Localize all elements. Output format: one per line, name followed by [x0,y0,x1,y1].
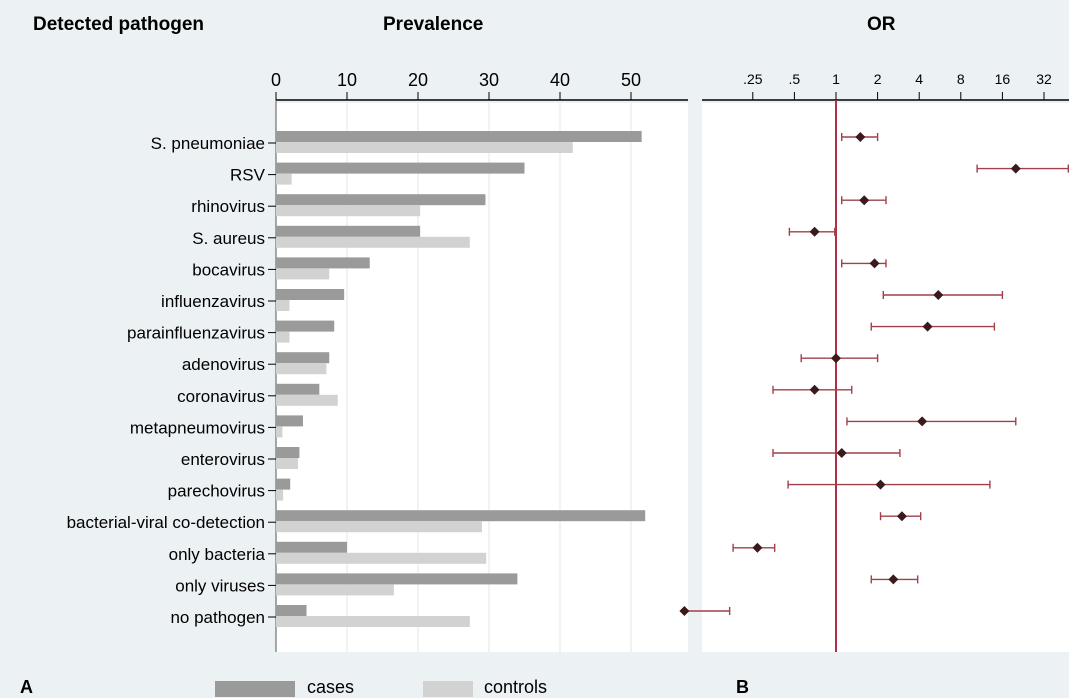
bar-controls [276,584,394,596]
bar-cases [276,162,525,174]
bar-cases [276,383,320,395]
or-point [933,290,944,300]
category-label: no pathogen [170,608,265,627]
category-label: S. pneumoniae [151,134,265,153]
bar-cases [276,225,421,237]
or-point [752,542,763,553]
or-tick-label: .5 [789,71,801,87]
category-label: parainfluenzavirus [127,324,265,343]
or-point [855,132,866,142]
or-point [896,511,907,522]
prevalence-tick-label: 0 [271,70,281,90]
or-point [679,606,690,616]
category-label: only viruses [175,576,265,595]
bar-cases [276,415,303,427]
category-label: S. aureus [192,229,265,248]
bar-cases [276,541,347,553]
category-label: rhinovirus [191,197,265,216]
bar-cases [276,510,646,522]
or-tick-label: 2 [874,71,882,87]
bar-controls [276,205,421,217]
or-point [917,416,928,427]
bar-controls [276,331,290,343]
legend-swatch-controls [423,681,473,697]
bar-cases [276,352,330,364]
or-point [869,258,880,269]
bar-controls [276,142,573,153]
bar-controls [276,300,290,311]
bar-cases [276,257,370,269]
or-point [922,321,933,332]
bar-cases [276,478,291,490]
bar-cases [276,131,642,142]
category-label: coronavirus [177,387,265,406]
category-label: metapneumovirus [130,418,265,437]
or-point [859,195,870,206]
bar-controls [276,521,482,533]
legend-label-controls: controls [484,677,548,697]
or-point [809,384,820,395]
category-label: influenzavirus [161,292,265,311]
category-label: enterovirus [181,450,265,469]
prevalence-plot-area [276,103,688,652]
or-point [831,353,841,364]
or-point [888,574,899,585]
or-point [809,226,820,237]
or-tick-label: 16 [995,71,1011,87]
bar-controls [276,426,283,438]
or-tick-label: 4 [915,71,923,87]
bar-controls [276,268,330,280]
prevalence-tick-label: 10 [337,70,357,90]
bar-cases [276,320,335,332]
or-point [1010,163,1021,174]
bar-controls [276,173,292,185]
prevalence-tick-label: 40 [550,70,570,90]
header-prevalence: Prevalence [383,14,484,35]
category-label: bocavirus [192,260,265,279]
legend-swatch-cases [215,681,295,697]
prevalence-tick-label: 50 [621,70,641,90]
bar-controls [276,236,470,248]
category-label: only bacteria [169,545,266,564]
category-label: adenovirus [182,355,265,374]
bar-controls [276,489,284,501]
bar-cases [276,447,300,458]
bar-cases [276,573,518,585]
or-plot-area [702,103,1069,652]
bar-cases [276,194,486,206]
category-label: parechovirus [168,482,265,501]
legend-label-cases: cases [307,677,355,697]
or-tick-label: 1 [832,71,840,87]
or-tick-label: 32 [1036,71,1052,87]
bar-controls [276,616,470,627]
panel-label-b: B [736,677,749,697]
bar-controls [276,458,299,469]
prevalence-tick-label: 20 [408,70,428,90]
prevalence-tick-label: 30 [479,70,499,90]
bar-controls [276,552,487,564]
header-or: OR [867,14,896,35]
bar-controls [276,363,327,375]
or-tick-label: .25 [743,71,763,87]
bar-cases [276,605,307,616]
or-point [875,479,886,490]
header-detected-pathogen: Detected pathogen [33,14,205,35]
category-label: RSV [230,166,266,185]
bar-controls [276,394,338,406]
bar-cases [276,289,345,300]
or-tick-label: 8 [957,71,965,87]
or-point [836,448,847,458]
category-label: bacterial-viral co-detection [67,513,265,532]
panel-label-a: A [20,677,33,697]
